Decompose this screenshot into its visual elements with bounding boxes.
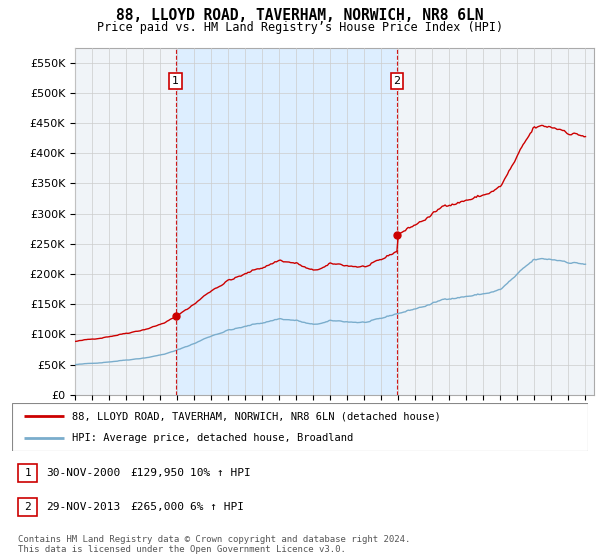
Text: 29-NOV-2013: 29-NOV-2013 (46, 502, 121, 512)
Bar (176, 48, 397, 395)
Text: 10% ↑ HPI: 10% ↑ HPI (190, 468, 251, 478)
Text: 2: 2 (394, 76, 400, 86)
Text: Price paid vs. HM Land Registry’s House Price Index (HPI): Price paid vs. HM Land Registry’s House … (97, 21, 503, 34)
Text: 1: 1 (172, 76, 179, 86)
Text: Contains HM Land Registry data © Crown copyright and database right 2024.
This d: Contains HM Land Registry data © Crown c… (18, 535, 410, 554)
Text: 2: 2 (24, 502, 31, 512)
Text: 88, LLOYD ROAD, TAVERHAM, NORWICH, NR8 6LN: 88, LLOYD ROAD, TAVERHAM, NORWICH, NR8 6… (116, 8, 484, 24)
Text: 88, LLOYD ROAD, TAVERHAM, NORWICH, NR8 6LN (detached house): 88, LLOYD ROAD, TAVERHAM, NORWICH, NR8 6… (73, 411, 441, 421)
Text: 6% ↑ HPI: 6% ↑ HPI (190, 502, 244, 512)
Text: £129,950: £129,950 (130, 468, 184, 478)
Text: HPI: Average price, detached house, Broadland: HPI: Average price, detached house, Broa… (73, 433, 354, 443)
Text: £265,000: £265,000 (130, 502, 184, 512)
Text: 30-NOV-2000: 30-NOV-2000 (46, 468, 121, 478)
Text: 1: 1 (24, 468, 31, 478)
